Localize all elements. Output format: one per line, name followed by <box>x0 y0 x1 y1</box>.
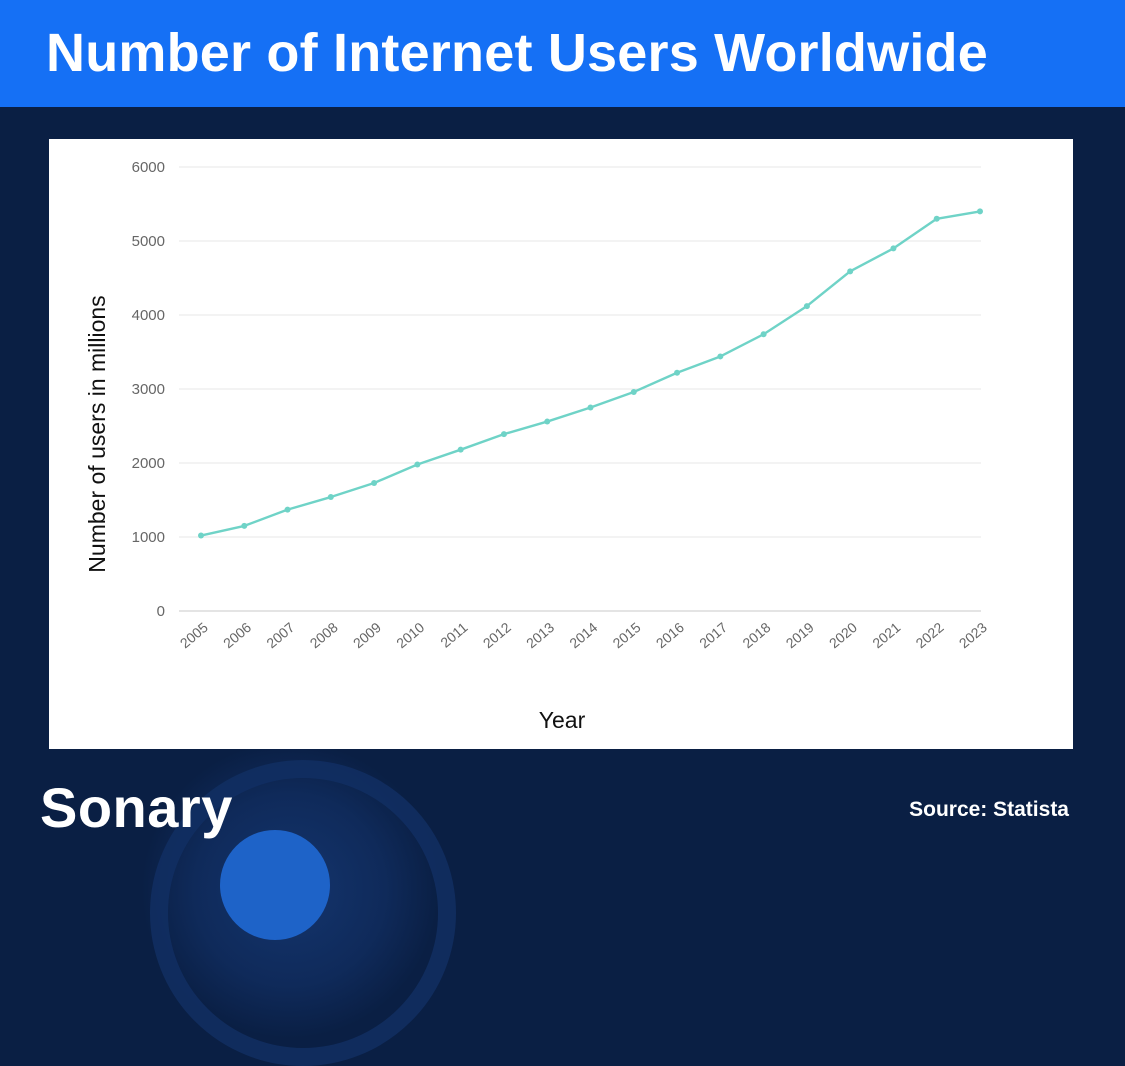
x-tick-label: 2015 <box>610 619 644 651</box>
series-group <box>198 208 983 539</box>
x-tick-label: 2018 <box>739 619 773 651</box>
data-point <box>327 494 334 501</box>
y-axis-label: Number of users in millions <box>84 295 110 572</box>
y-tick-label: 0 <box>157 603 165 620</box>
y-tick-label: 1000 <box>132 529 165 546</box>
page-title: Number of Internet Users Worldwide <box>46 23 988 83</box>
x-tick-label: 2008 <box>307 619 341 651</box>
x-tick-label: 2005 <box>177 619 211 651</box>
data-point <box>587 404 594 411</box>
data-point <box>414 461 421 468</box>
data-point <box>241 522 248 529</box>
chart-panel: 0 1000 2000 3000 4000 5000 6000 2005 2006 2007 20… <box>49 139 1073 749</box>
background-dot <box>220 830 330 940</box>
x-tick-label: 2011 <box>437 619 471 651</box>
x-tick-label: 2017 <box>696 619 730 651</box>
data-point <box>500 431 507 438</box>
y-tick-label: 2000 <box>132 455 165 472</box>
data-point <box>457 446 464 453</box>
sonary-logo: Sonary <box>40 776 233 839</box>
y-tick-label: 5000 <box>132 233 165 250</box>
data-point <box>977 208 983 215</box>
x-axis-label: Year <box>539 707 586 733</box>
x-tick-label: 2022 <box>912 619 946 651</box>
y-tick-label: 6000 <box>132 159 165 176</box>
data-point <box>760 331 767 338</box>
y-tick-label: 3000 <box>132 381 165 398</box>
x-tick-label: 2014 <box>566 619 600 651</box>
x-tick-label: 2023 <box>956 619 990 651</box>
source-credit: Source: Statista <box>909 798 1069 821</box>
data-point <box>284 506 291 513</box>
x-tick-label: 2009 <box>350 619 384 651</box>
series-line <box>199 210 982 537</box>
data-point <box>198 532 204 539</box>
data-point <box>717 353 724 360</box>
x-tick-label: 2012 <box>480 619 514 651</box>
data-point <box>371 479 378 486</box>
x-tick-label: 2016 <box>653 619 687 651</box>
gridlines <box>179 166 981 612</box>
header-bar: Number of Internet Users Worldwide <box>0 0 1125 107</box>
x-tick-label: 2006 <box>220 619 254 651</box>
x-tick-label: 2013 <box>523 619 557 651</box>
x-tick-label: 2019 <box>783 619 817 651</box>
x-tick-label: 2020 <box>826 619 860 651</box>
data-point <box>674 369 681 376</box>
y-tick-label: 4000 <box>132 307 165 324</box>
data-point <box>544 418 551 425</box>
x-tick-label: 2007 <box>263 619 297 651</box>
x-axis-ticks: 2005 2006 2007 2008 2009 2010 2011 2012 2013 2014… <box>177 619 990 651</box>
x-tick-label: 2010 <box>393 619 427 651</box>
y-axis-ticks: 0 1000 2000 3000 4000 5000 6000 <box>132 159 165 620</box>
data-point <box>803 303 810 310</box>
x-tick-label: 2021 <box>869 619 903 651</box>
data-point <box>890 245 897 252</box>
data-point <box>630 388 637 395</box>
data-point <box>933 215 940 222</box>
data-point <box>847 268 854 275</box>
